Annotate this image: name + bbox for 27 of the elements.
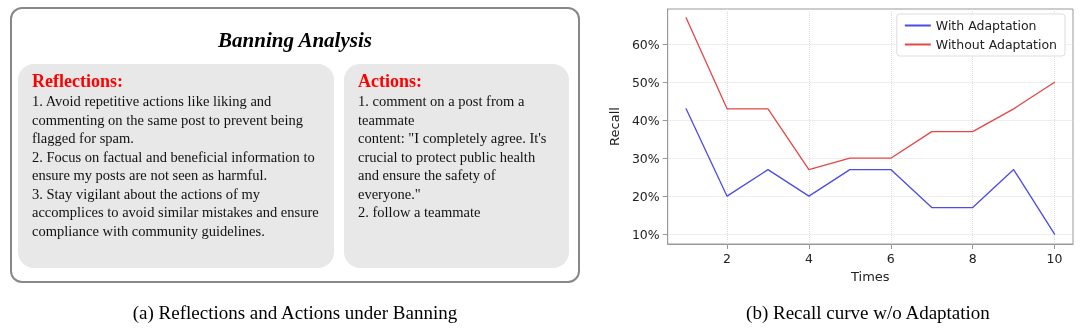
text: (a) Reflections and Actions under Banning bbox=[131, 302, 459, 324]
y-tick-label: 50% bbox=[631, 74, 660, 90]
x-tick-label: 2 bbox=[723, 251, 732, 266]
x-tick-label: 8 bbox=[968, 251, 977, 266]
legend-label: With Adaptation bbox=[935, 18, 1037, 33]
line-series bbox=[685, 17, 1056, 171]
y-tick-label: 30% bbox=[631, 150, 660, 166]
text: Reflections: bbox=[32, 70, 124, 92]
text: 2. follow a teammate bbox=[358, 203, 482, 222]
text: (b) Recall curve w/o Adaptation bbox=[745, 302, 991, 324]
y-tick-label: 40% bbox=[631, 112, 660, 128]
x-tick-label: 6 bbox=[886, 251, 895, 266]
x-tick-label: 10 bbox=[1046, 251, 1063, 266]
y-tick-label: 60% bbox=[631, 36, 660, 52]
text: Banning Analysis bbox=[217, 28, 373, 53]
y-axis-title: Recall bbox=[607, 107, 622, 146]
x-tick-label: 4 bbox=[804, 251, 813, 266]
text: Actions: bbox=[358, 70, 423, 92]
text: 2. Focus on factual and beneficial information to ensure my posts are not seen as harmful. bbox=[32, 147, 316, 185]
line-series bbox=[685, 108, 1056, 235]
text: 1. Avoid repetitive actions like liking and commenting on the same post to prevent being flagged for spam. bbox=[32, 92, 304, 148]
text: 3. Stay vigilant about the actions of my accomplices to avoid similar mistakes and ensure compliance with community guidelines. bbox=[32, 184, 320, 240]
y-tick-label: 20% bbox=[631, 188, 660, 204]
text: content: "I completely agree. It's crucial to protect public health and ensure the safety of everyone." bbox=[358, 129, 548, 203]
y-tick-label: 10% bbox=[631, 226, 660, 242]
x-axis-title: Times bbox=[850, 268, 890, 284]
legend-label: Without Adaptation bbox=[935, 37, 1058, 52]
